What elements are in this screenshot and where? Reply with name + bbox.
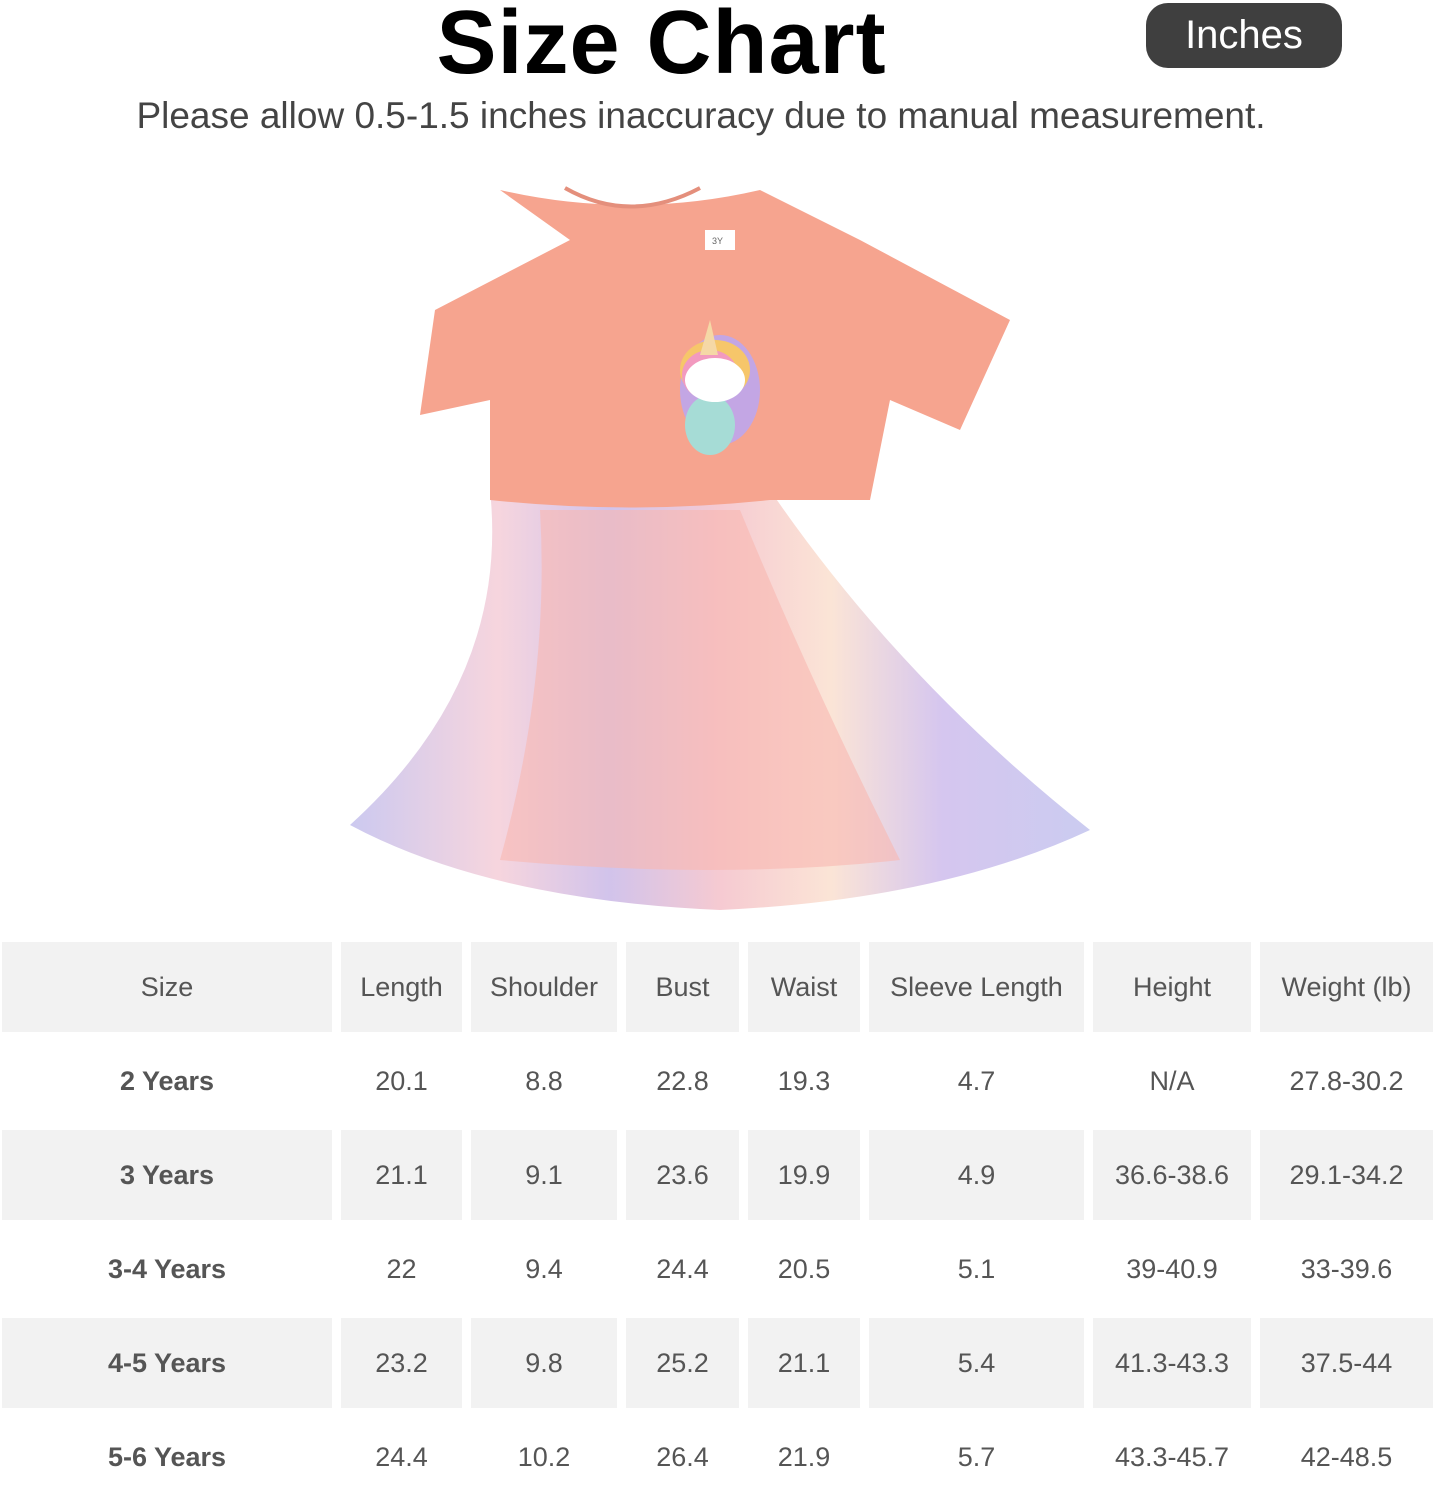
table-cell: 26.4: [656, 1441, 709, 1472]
table-cell: 23.2: [341, 1318, 462, 1408]
table-cell: 22.8: [656, 1065, 709, 1096]
dress-image: 3Y: [350, 186, 1090, 910]
column-header: Length: [341, 942, 462, 1032]
table-cell: 21.1: [748, 1318, 860, 1408]
table-cell: 39-40.9: [1126, 1253, 1218, 1284]
column-header: Waist: [748, 942, 860, 1032]
row-size-label: 3-4 Years: [107, 1253, 227, 1284]
table-cell: 43.3-45.7: [1114, 1441, 1230, 1472]
table-cell: 9.4: [525, 1253, 563, 1284]
column-header: Weight (lb): [1260, 942, 1433, 1032]
table-cell: 33-39.6: [1300, 1253, 1393, 1284]
table-cell: 21.9: [777, 1441, 831, 1472]
unicorn-print: [680, 320, 760, 455]
table-cell: 5.7: [957, 1441, 996, 1472]
column-header: Sleeve Length: [869, 942, 1084, 1032]
table-cell: 25.2: [626, 1318, 739, 1408]
table-cell: 4.7: [957, 1065, 996, 1096]
table-cell: 20.1: [375, 1065, 428, 1096]
table-cell: 19.3: [777, 1065, 831, 1096]
table-cell: 23.6: [626, 1130, 739, 1220]
size-table: Size Length Shoulder Bust Waist Sleeve L…: [2, 942, 1433, 1502]
page-title: Size Chart: [436, 0, 887, 93]
table-cell: 9.8: [471, 1318, 617, 1408]
table-cell: 9.1: [471, 1130, 617, 1220]
table-cell: 8.8: [525, 1065, 563, 1096]
row-size-label: 3 Years: [2, 1130, 332, 1220]
table-cell: 19.9: [748, 1130, 860, 1220]
table-cell: 42-48.5: [1300, 1441, 1393, 1472]
table-cell: 36.6-38.6: [1093, 1130, 1251, 1220]
row-size-label: 2 Years: [119, 1065, 215, 1096]
table-cell: 4.9: [869, 1130, 1084, 1220]
table-cell: 37.5-44: [1260, 1318, 1433, 1408]
table-cell: 24.4: [375, 1441, 428, 1472]
column-header: Size: [2, 942, 332, 1032]
table-cell: 24.4: [656, 1253, 709, 1284]
table-cell: 5.4: [869, 1318, 1084, 1408]
table-cell: N/A: [1149, 1065, 1195, 1096]
row-size-label: 4-5 Years: [2, 1318, 332, 1408]
column-header: Shoulder: [471, 942, 617, 1032]
size-tag: 3Y: [712, 236, 723, 246]
table-cell: 27.8-30.2: [1289, 1065, 1404, 1096]
measurement-note: Please allow 0.5-1.5 inches inaccuracy d…: [136, 95, 1266, 136]
table-cell: 22: [386, 1253, 417, 1284]
column-header: Bust: [626, 942, 739, 1032]
table-cell: 21.1: [341, 1130, 462, 1220]
unit-badge: Inches: [1146, 3, 1342, 68]
table-cell: 29.1-34.2: [1260, 1130, 1433, 1220]
table-cell: 20.5: [777, 1253, 831, 1284]
column-header: Height: [1093, 942, 1251, 1032]
table-cell: 41.3-43.3: [1093, 1318, 1251, 1408]
table-cell: 5.1: [957, 1253, 996, 1284]
table-cell: 10.2: [517, 1441, 571, 1472]
row-size-label: 5-6 Years: [107, 1441, 227, 1472]
